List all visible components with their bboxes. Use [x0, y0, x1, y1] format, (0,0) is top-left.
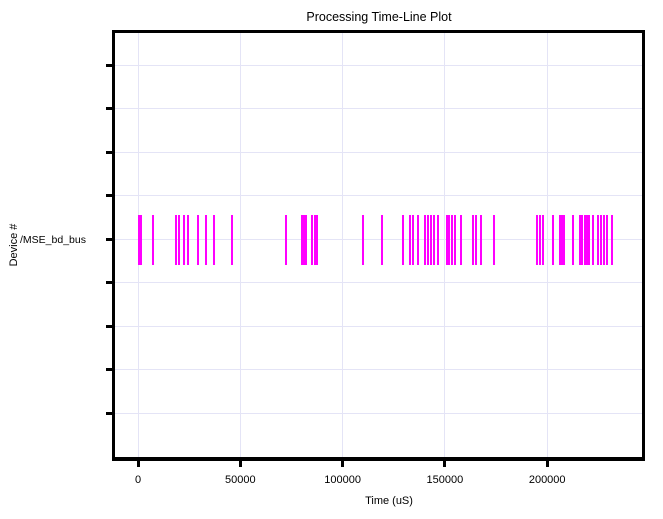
event-mark [285, 215, 287, 265]
event-mark [178, 215, 180, 265]
event-mark [430, 215, 432, 265]
event-mark [539, 215, 541, 265]
event-mark [600, 215, 602, 265]
device-row-label: /MSE_bd_bus [20, 234, 86, 246]
h-gridline [115, 151, 642, 153]
event-mark [381, 215, 383, 265]
x-axis-tick [136, 461, 140, 467]
event-mark [311, 215, 313, 265]
y-axis-tick [106, 107, 114, 110]
event-mark [493, 215, 495, 265]
y-axis-title: Device # [8, 223, 20, 267]
event-mark [412, 215, 414, 265]
x-axis-tick [545, 461, 549, 467]
event-mark [572, 215, 574, 265]
v-gridline [239, 33, 241, 457]
event-mark [314, 215, 316, 265]
event-mark [460, 215, 462, 265]
x-tick-label: 0 [134, 474, 142, 486]
event-mark [213, 215, 215, 265]
event-mark [205, 215, 207, 265]
h-gridline [115, 195, 642, 196]
h-gridline [115, 369, 642, 370]
event-mark [183, 215, 185, 265]
v-gridline [137, 33, 139, 457]
x-axis-tick [341, 461, 345, 467]
event-mark [446, 215, 448, 265]
h-gridline [115, 108, 642, 109]
event-mark [138, 215, 140, 265]
event-mark [427, 215, 429, 265]
h-gridline [115, 412, 642, 414]
event-mark [437, 215, 439, 265]
x-axis-title: Time (uS) [365, 495, 413, 507]
event-mark [362, 215, 364, 265]
event-mark [417, 215, 419, 265]
event-mark [424, 215, 426, 265]
h-gridline [115, 325, 642, 327]
h-gridline [115, 238, 642, 240]
y-axis-tick [106, 194, 114, 197]
event-mark [581, 215, 583, 265]
event-mark [561, 215, 563, 265]
event-mark [454, 215, 456, 265]
event-mark [584, 215, 586, 265]
h-gridline [115, 64, 642, 66]
event-mark [563, 215, 565, 265]
v-gridline [342, 33, 344, 457]
event-mark [305, 215, 307, 265]
event-mark [197, 215, 199, 265]
event-mark [536, 215, 538, 265]
event-mark [542, 215, 544, 265]
event-mark [603, 215, 605, 265]
x-tick-label: 200000 [528, 474, 566, 486]
y-axis-tick [106, 411, 114, 415]
x-tick-label: 100000 [324, 474, 361, 486]
event-mark [597, 215, 599, 265]
event-mark [451, 215, 453, 265]
event-mark [175, 215, 177, 265]
event-mark [559, 215, 561, 265]
event-mark [231, 215, 233, 265]
x-tick-label: 50000 [225, 474, 256, 486]
plot-frame [112, 30, 645, 461]
x-axis-tick [443, 461, 447, 467]
event-mark [409, 215, 411, 265]
event-mark [592, 215, 594, 265]
y-axis-tick [106, 237, 114, 241]
event-mark [475, 215, 477, 265]
chart-title: Processing Time-Line Plot [306, 10, 452, 24]
v-gridline [444, 33, 446, 457]
y-axis-tick [106, 63, 114, 67]
x-axis-tick [238, 461, 242, 467]
event-mark [140, 215, 142, 265]
h-gridline [115, 282, 642, 283]
event-mark [187, 215, 189, 265]
event-mark [606, 215, 608, 265]
event-mark [303, 215, 305, 265]
y-axis-tick [106, 150, 114, 154]
event-mark [611, 215, 613, 265]
event-mark [472, 215, 474, 265]
event-mark [552, 215, 554, 265]
event-mark [480, 215, 482, 265]
event-mark [402, 215, 404, 265]
y-axis-tick [106, 368, 114, 371]
event-mark [316, 215, 318, 265]
event-mark [579, 215, 581, 265]
event-mark [433, 215, 435, 265]
event-mark [152, 215, 154, 265]
event-mark [586, 215, 588, 265]
v-gridline [546, 33, 548, 457]
event-mark [301, 215, 303, 265]
x-tick-label: 150000 [426, 474, 464, 486]
y-axis-tick [106, 324, 114, 328]
y-axis-tick [106, 281, 114, 284]
event-mark [448, 215, 450, 265]
event-mark [588, 215, 590, 265]
